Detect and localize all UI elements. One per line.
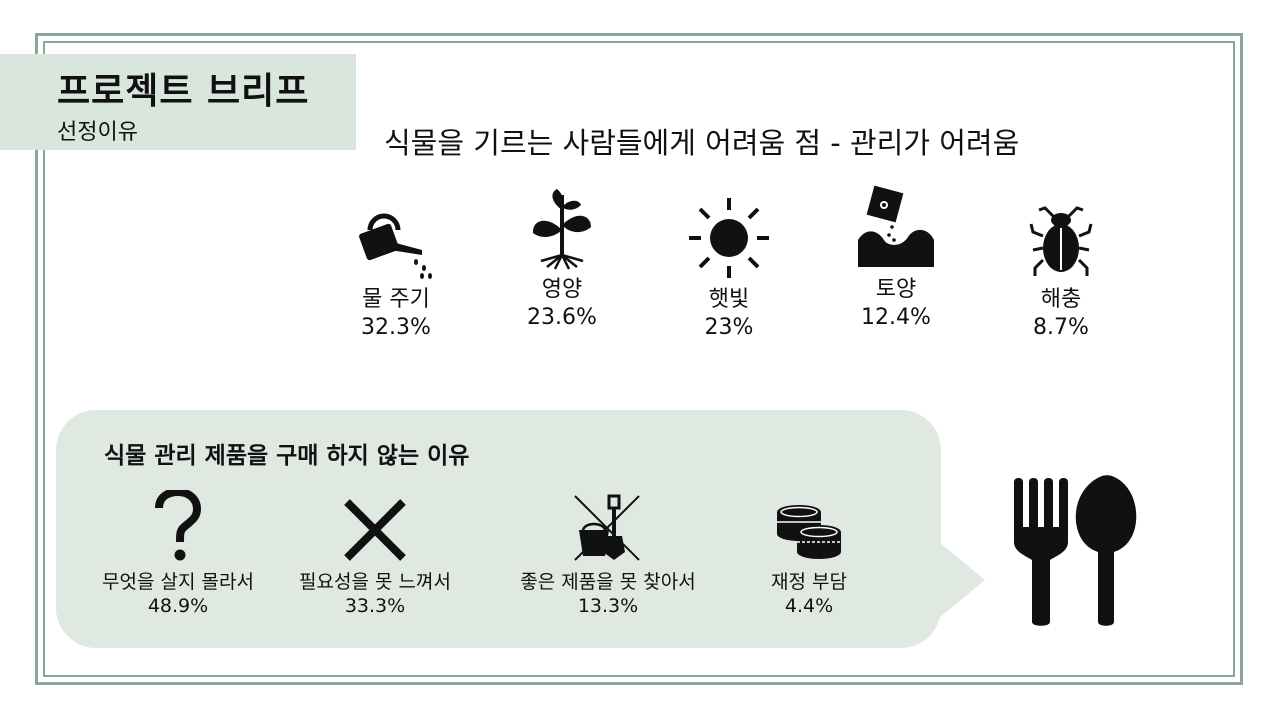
factor-sunlight: 햇빛 23% xyxy=(654,185,804,342)
reason-label: 재정 부담 xyxy=(771,571,847,593)
garden-tools-icon xyxy=(1010,472,1140,636)
coins-icon xyxy=(689,487,929,562)
reason-percent: 4.4% xyxy=(784,595,834,617)
soil-icon xyxy=(821,175,971,270)
factor-percent: 8.7% xyxy=(1033,315,1089,340)
reason-label: 좋은 제품을 못 찾아서 xyxy=(520,571,696,593)
factor-percent: 32.3% xyxy=(361,315,431,340)
question-mark-icon xyxy=(58,487,298,562)
factor-percent: 23.6% xyxy=(527,305,597,330)
reason-item: 좋은 제품을 못 찾아서 13.3% xyxy=(488,487,728,618)
outer-frame xyxy=(35,33,1243,685)
reason-percent: 48.9% xyxy=(147,595,209,617)
headline: 식물을 기르는 사람들에게 어려움 점 - 관리가 어려움 xyxy=(384,126,1020,160)
factor-label: 토양 xyxy=(875,277,917,302)
bug-icon xyxy=(986,185,1136,280)
factor-percent: 12.4% xyxy=(861,305,931,330)
sun-icon xyxy=(654,185,804,280)
x-mark-icon xyxy=(255,487,495,562)
factor-percent: 23% xyxy=(704,315,754,340)
reason-label: 필요성을 못 느껴서 xyxy=(299,571,451,593)
factor-nutrition: 영양 23.6% xyxy=(487,175,637,332)
sprout-icon xyxy=(487,175,637,270)
reason-label: 무엇을 살지 몰라서 xyxy=(102,571,254,593)
reason-item: 무엇을 살지 몰라서 48.9% xyxy=(58,487,298,618)
page-subtitle: 선정이유 xyxy=(57,120,138,145)
reason-item: 재정 부담 4.4% xyxy=(689,487,929,618)
factor-label: 영양 xyxy=(541,277,583,302)
page-title: 프로젝트 브리프 xyxy=(57,71,310,112)
bubble-tail xyxy=(939,542,985,618)
factor-watering: 물 주기 32.3% xyxy=(321,185,471,342)
factor-label: 해충 xyxy=(1040,287,1082,312)
factor-label: 햇빛 xyxy=(708,287,750,312)
title-block xyxy=(0,54,356,150)
factor-soil: 토양 12.4% xyxy=(821,175,971,332)
factor-pests: 해충 8.7% xyxy=(986,185,1136,342)
watering-can-icon xyxy=(321,185,471,280)
reasons-title: 식물 관리 제품을 구매 하지 않는 이유 xyxy=(104,443,470,469)
reason-percent: 33.3% xyxy=(344,595,406,617)
reason-item: 필요성을 못 느껴서 33.3% xyxy=(255,487,495,618)
reason-percent: 13.3% xyxy=(577,595,639,617)
factor-label: 물 주기 xyxy=(362,287,430,312)
inner-frame xyxy=(43,41,1235,677)
crossed-garden-tools-icon xyxy=(488,487,728,562)
